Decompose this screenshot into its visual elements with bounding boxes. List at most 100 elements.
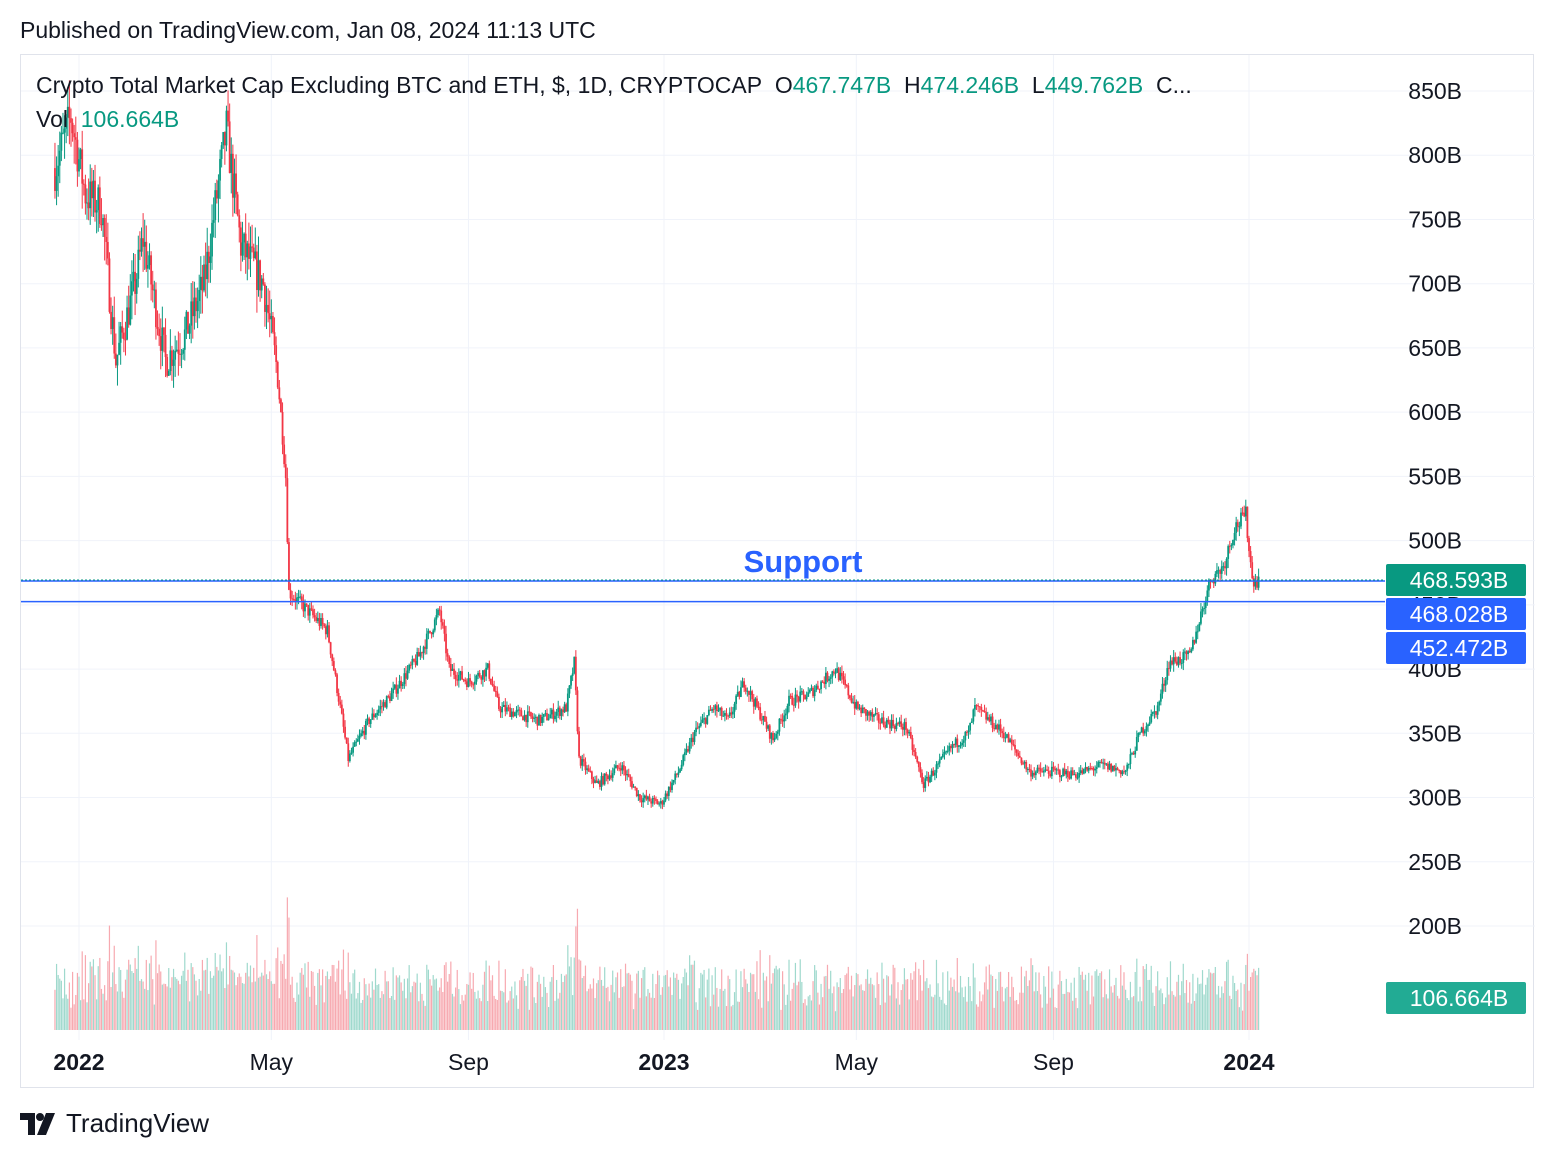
candle-body — [680, 764, 683, 770]
candle-body — [858, 707, 861, 709]
y-tick-label: 700B — [1408, 271, 1462, 297]
volume-bar — [1131, 997, 1133, 1030]
volume-bar — [315, 1004, 317, 1030]
candle-body — [966, 731, 968, 733]
candle-body — [791, 695, 794, 705]
volume-bar — [1016, 999, 1018, 1030]
volume-bar — [1009, 996, 1011, 1030]
volume-bar — [749, 972, 752, 1030]
volume-bar — [296, 982, 298, 1030]
candle-body — [703, 718, 705, 720]
candle-body — [598, 781, 601, 787]
candle-body — [1203, 607, 1206, 610]
candle-body — [132, 271, 135, 282]
price-tag-label: 468.593B — [1410, 567, 1508, 593]
tradingview-logo[interactable]: TradingView — [20, 1108, 209, 1139]
volume-bar — [999, 971, 1002, 1030]
volume-bar — [187, 969, 189, 1030]
candle-body — [1140, 727, 1143, 733]
candle-body — [159, 336, 162, 351]
volume-bar — [390, 996, 393, 1030]
candle-body — [887, 719, 890, 723]
volume-bar — [450, 961, 452, 1030]
volume-bar — [81, 951, 83, 1030]
volume-bar — [1182, 963, 1184, 1030]
candle-body — [1179, 657, 1181, 663]
chart-frame — [20, 54, 1534, 1088]
volume-bar — [1102, 997, 1104, 1030]
volume-bar — [900, 990, 902, 1030]
candle-body — [882, 717, 885, 725]
candle-body — [1187, 651, 1189, 655]
volume-bar — [923, 959, 925, 1030]
volume-bar — [1189, 982, 1191, 1030]
volume-bar — [1068, 992, 1071, 1030]
volume-bar — [661, 987, 663, 1030]
candle-body — [496, 691, 499, 697]
volume-bar — [467, 984, 470, 1030]
volume-bar — [1213, 972, 1215, 1030]
candle-body — [114, 353, 117, 366]
candle-body — [1151, 711, 1154, 714]
volume-bar — [578, 959, 580, 1030]
volume-bar — [1192, 973, 1194, 1030]
volume-bar — [889, 995, 891, 1030]
volume-bar — [84, 955, 87, 1030]
volume-bar — [1017, 1004, 1019, 1030]
candle-body — [1033, 772, 1036, 776]
volume-bar — [435, 978, 438, 1030]
candle-body — [969, 722, 972, 731]
candle-body — [778, 718, 781, 732]
candle-body — [699, 722, 702, 726]
volume-bar — [442, 991, 444, 1030]
candle-body — [509, 707, 512, 717]
candle-body — [740, 687, 742, 697]
candle-body — [134, 271, 136, 294]
volume-bar — [1184, 993, 1186, 1030]
volume-bar — [953, 979, 955, 1030]
candle-body — [347, 743, 350, 762]
volume-bar — [363, 978, 365, 1030]
volume-bar — [1075, 997, 1077, 1030]
candle-body — [498, 696, 500, 709]
candle-body — [631, 781, 633, 788]
volume-bar — [733, 992, 736, 1030]
candle-body — [1057, 769, 1060, 771]
candle-body — [461, 671, 463, 680]
candle-body — [812, 687, 814, 697]
volume-bar — [1198, 984, 1200, 1030]
volume-bar — [915, 962, 917, 1030]
candle-body — [308, 608, 311, 616]
price-tag — [1386, 632, 1526, 664]
volume-bar — [1166, 977, 1168, 1030]
candle-body — [212, 220, 215, 223]
volume-bar — [270, 981, 272, 1030]
candle-body — [941, 753, 944, 757]
volume-bar — [724, 988, 726, 1030]
candle-body — [754, 698, 757, 707]
volume-bar — [685, 972, 688, 1030]
volume-bar — [1003, 1001, 1005, 1030]
volume-bar — [580, 960, 582, 1030]
volume-bar — [575, 926, 577, 1030]
published-caption: Published on TradingView.com, Jan 08, 20… — [20, 17, 596, 43]
price-tag-label: 106.664B — [1410, 985, 1508, 1011]
volume-bar — [1136, 958, 1138, 1030]
candle-body — [103, 218, 106, 237]
candle-body — [691, 737, 694, 742]
candle-body — [1094, 769, 1097, 771]
volume-bar — [410, 992, 412, 1030]
volume-bar — [1118, 998, 1120, 1030]
volume-bar — [286, 897, 288, 1030]
volume-bar — [322, 969, 324, 1030]
candle-body — [1232, 540, 1234, 546]
candle-body — [1139, 732, 1141, 734]
volume-bar — [110, 987, 112, 1030]
candle-body — [307, 604, 310, 616]
candle-body — [1119, 770, 1122, 775]
volume-bar — [496, 999, 498, 1030]
candle-body — [126, 307, 128, 340]
volume-bar — [703, 969, 705, 1030]
candle-body — [781, 719, 784, 722]
